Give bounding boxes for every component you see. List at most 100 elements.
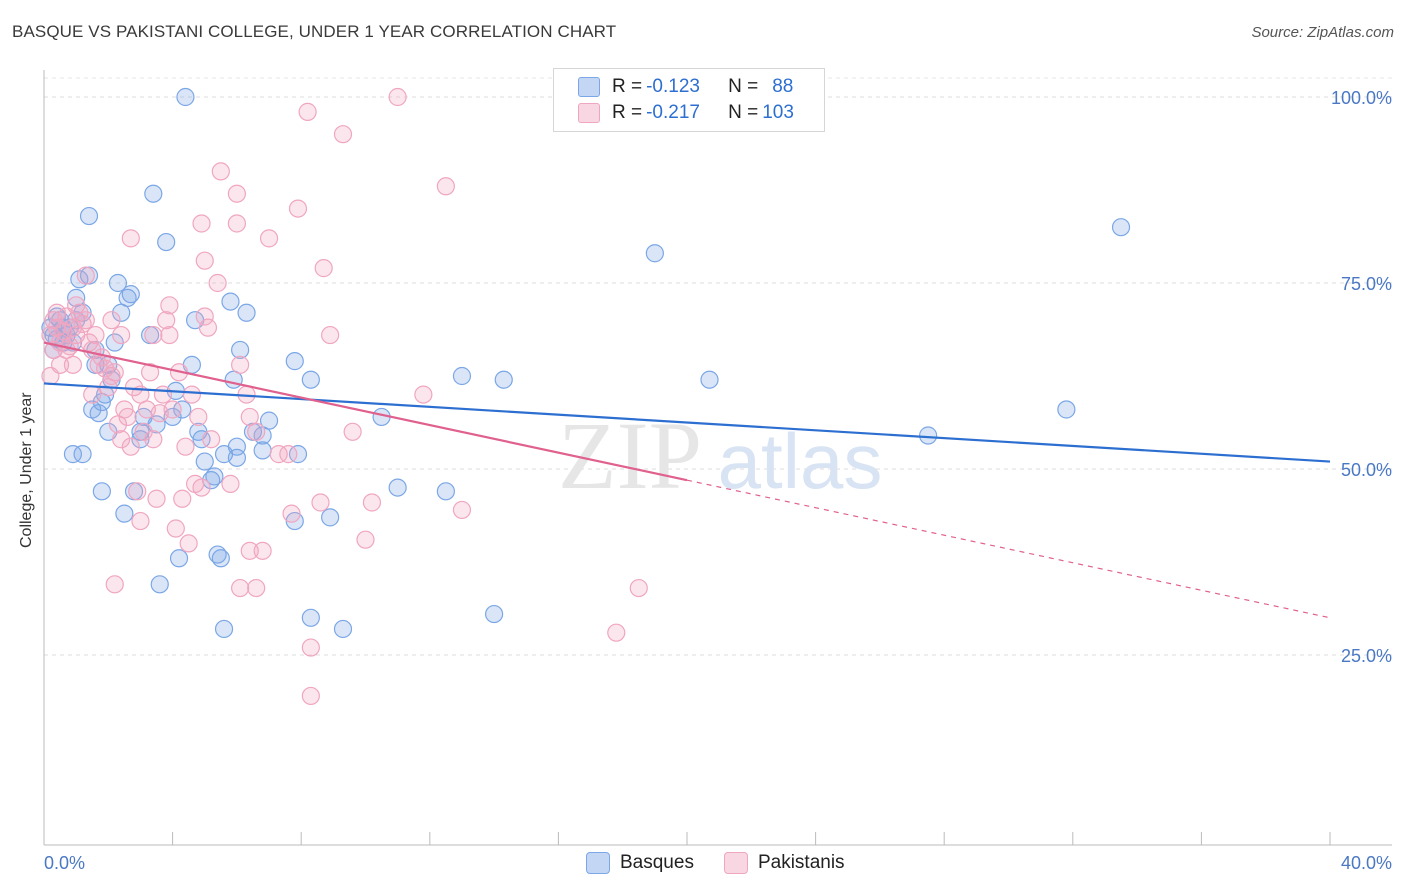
data-point <box>173 489 192 508</box>
data-point <box>1057 400 1076 419</box>
data-point <box>83 385 102 404</box>
legend-item-basques[interactable]: Basques <box>586 852 694 874</box>
data-point <box>301 686 320 706</box>
data-point <box>288 445 308 464</box>
data-point <box>362 493 382 512</box>
data-point <box>629 578 648 598</box>
data-point <box>144 430 163 449</box>
data-point <box>208 273 227 293</box>
series-pakistanis <box>41 87 648 706</box>
data-point <box>67 296 86 315</box>
data-point <box>47 303 66 322</box>
series-legend: Basques Pakistanis <box>586 852 875 874</box>
data-point <box>150 575 169 594</box>
trend-lines <box>43 341 1331 619</box>
data-point <box>195 307 214 326</box>
data-point <box>73 445 92 464</box>
legend-label-pakistanis: Pakistanis <box>757 852 845 873</box>
data-point <box>343 422 362 441</box>
data-point <box>195 251 214 270</box>
data-point <box>121 285 140 304</box>
data-point <box>157 311 176 330</box>
data-point <box>247 578 266 598</box>
data-point <box>333 619 353 639</box>
trend-line-basques <box>43 382 1331 463</box>
legend-row-pakistanis: R = -0.217 N = 103 <box>578 101 794 125</box>
data-point <box>144 325 163 345</box>
data-point <box>176 437 195 456</box>
data-point <box>205 467 224 486</box>
data-point <box>134 422 153 441</box>
data-point <box>169 549 189 568</box>
data-point <box>86 325 105 345</box>
data-point <box>301 370 320 389</box>
data-point <box>321 325 340 345</box>
correlation-legend: R = -0.123 N = 88 R = -0.217 N = 103 <box>553 68 825 132</box>
data-points <box>41 87 1131 706</box>
data-point <box>259 229 279 248</box>
data-point <box>494 370 513 389</box>
data-point <box>298 102 317 121</box>
data-point <box>259 411 279 430</box>
data-point <box>153 385 173 404</box>
chart-title: BASQUE VS PAKISTANI COLLEGE, UNDER 1 YEA… <box>12 22 617 41</box>
source-label: Source: ZipAtlas.com <box>1251 24 1394 41</box>
data-point <box>108 273 128 293</box>
data-point <box>227 214 246 233</box>
data-point <box>485 604 504 624</box>
data-point <box>202 430 221 449</box>
data-point <box>388 87 407 107</box>
data-point <box>231 340 250 360</box>
axes <box>43 70 1392 846</box>
data-point <box>179 534 198 553</box>
data-point <box>247 422 266 441</box>
data-point <box>163 400 182 419</box>
tick-labels: 25.0% 50.0% 75.0% 100.0% 0.0% 40.0% <box>44 88 1392 873</box>
data-point <box>112 325 131 345</box>
data-point <box>160 296 179 315</box>
data-point <box>92 482 111 501</box>
data-point <box>269 445 288 464</box>
data-point <box>301 638 320 657</box>
data-point <box>279 445 298 464</box>
data-point <box>173 400 192 419</box>
data-point <box>112 430 131 449</box>
data-point <box>182 385 201 404</box>
data-point <box>140 363 160 382</box>
series-basques <box>41 87 1131 639</box>
y-tick-label: 100.0% <box>1331 88 1392 108</box>
data-point <box>436 177 455 196</box>
data-point <box>607 623 626 642</box>
data-point <box>128 482 147 501</box>
data-point <box>214 619 234 639</box>
y-tick-label: 75.0% <box>1341 274 1392 294</box>
data-point <box>195 452 214 471</box>
data-point <box>321 508 340 527</box>
data-point <box>144 184 163 203</box>
data-point <box>63 445 83 464</box>
data-point <box>452 500 472 520</box>
data-point <box>645 244 664 263</box>
data-point <box>198 318 218 337</box>
y-tick-label: 50.0% <box>1341 460 1392 480</box>
data-point <box>76 311 95 330</box>
data-point <box>83 400 102 419</box>
legend-label-basques: Basques <box>620 852 694 873</box>
data-point <box>160 325 179 345</box>
data-point <box>231 355 250 374</box>
data-point <box>115 504 134 523</box>
data-point <box>166 519 185 538</box>
data-point <box>157 232 176 252</box>
legend-item-pakistanis[interactable]: Pakistanis <box>723 852 845 874</box>
data-point <box>192 214 211 233</box>
legend-r-value: -0.123 <box>646 76 700 97</box>
legend-n-label: N = <box>728 76 759 97</box>
data-point <box>147 489 166 508</box>
data-point <box>118 407 137 427</box>
y-axis-label: College, Under 1 year <box>18 392 35 548</box>
data-point <box>388 478 407 497</box>
data-point <box>131 511 150 531</box>
trend-line-extension <box>686 479 1331 619</box>
legend-n-value: 88 <box>772 76 794 97</box>
data-point <box>227 437 246 456</box>
